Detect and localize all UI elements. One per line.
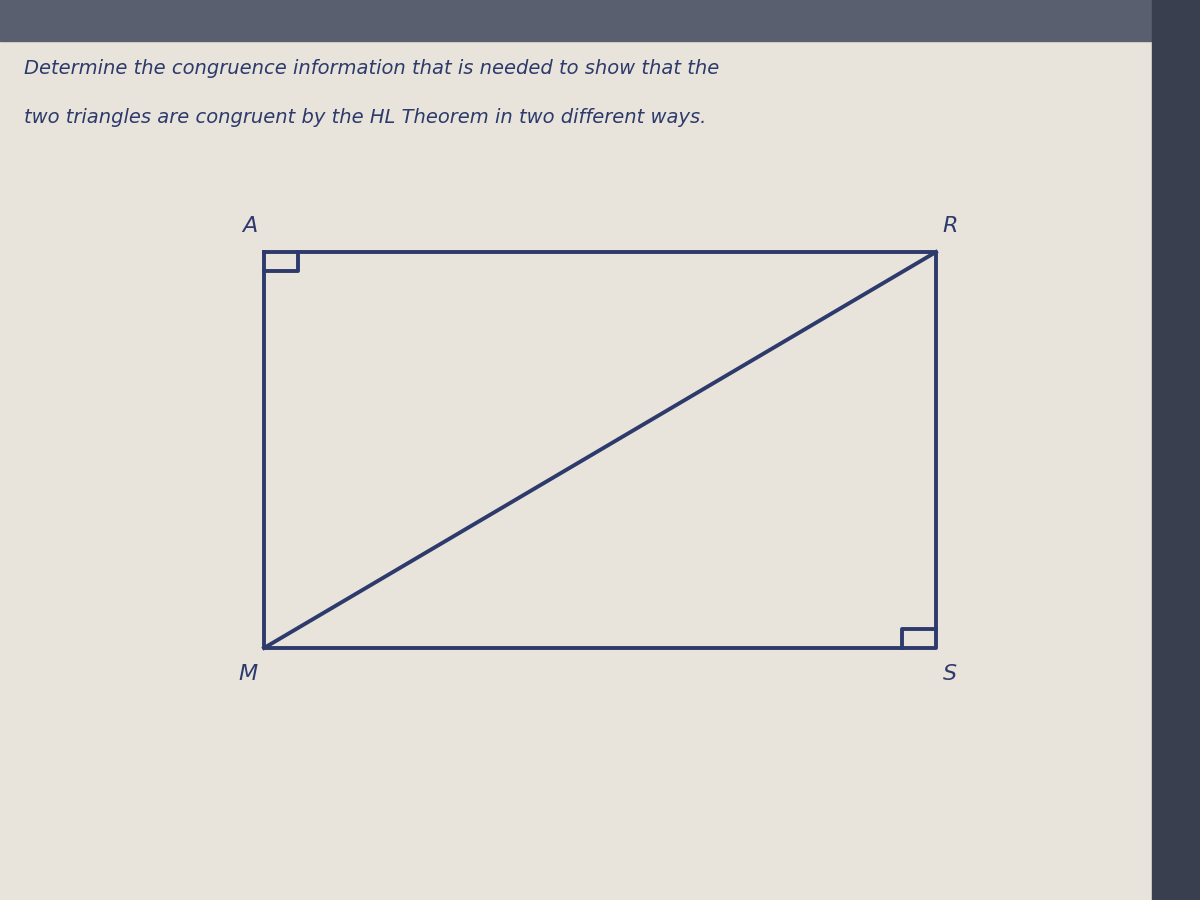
Text: R: R <box>942 216 958 236</box>
Bar <box>264 252 936 648</box>
Text: Determine the congruence information that is needed to show that the: Determine the congruence information tha… <box>24 58 719 77</box>
Bar <box>1152 0 1200 900</box>
Bar <box>0 0 1200 40</box>
Text: M: M <box>239 664 258 684</box>
Text: A: A <box>242 216 258 236</box>
Text: S: S <box>942 664 956 684</box>
Text: two triangles are congruent by the HL Theorem in two different ways.: two triangles are congruent by the HL Th… <box>24 108 707 127</box>
